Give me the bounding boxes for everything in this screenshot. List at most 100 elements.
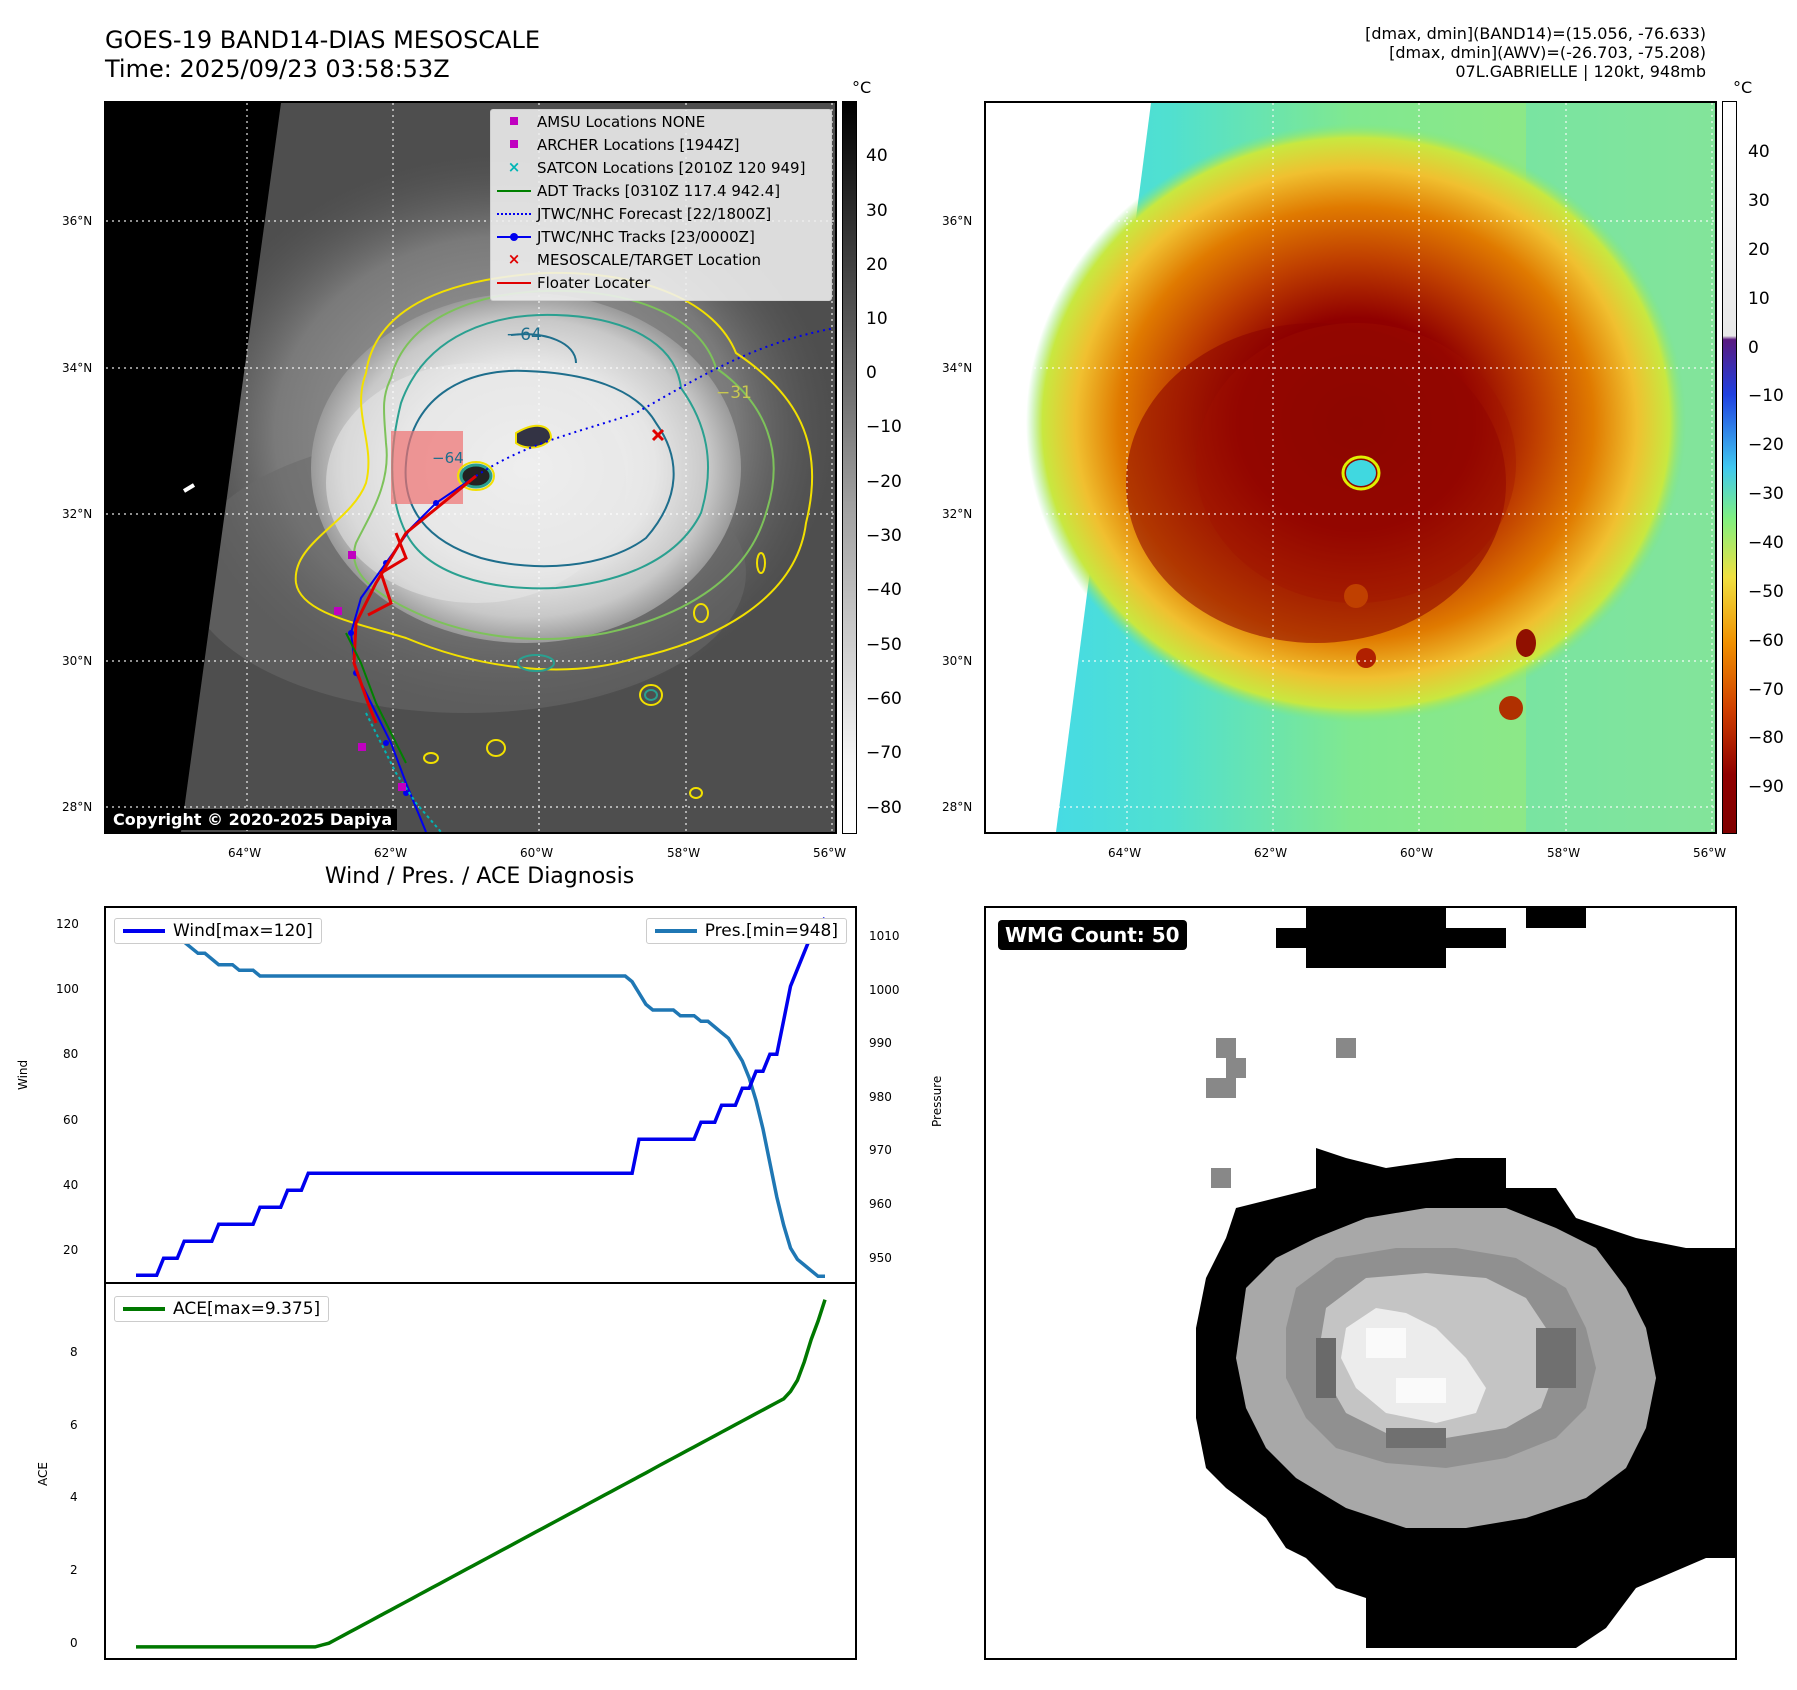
- wind-tick: 40: [63, 1178, 79, 1192]
- line-marker-icon: [491, 179, 537, 202]
- square-marker-icon: [491, 133, 537, 156]
- lon-label-56w: 56°W: [813, 846, 847, 860]
- track-legend: AMSU Locations NONE ARCHER Locations [19…: [490, 109, 832, 301]
- ir-satellite-panel: −64 −31 −64 AMSU Locations NONE ARCHER L…: [104, 101, 837, 834]
- lat-label-28n: 28°N: [62, 800, 93, 814]
- ace-line-icon: [123, 1307, 165, 1311]
- awv-lat-label-34n: 34°N: [942, 361, 973, 375]
- x-marker-icon: ×: [507, 250, 521, 268]
- ir-colorbar-unit: °C: [852, 78, 872, 97]
- ace-axis-label: ACE: [36, 1462, 50, 1486]
- line-marker-icon: [491, 271, 537, 294]
- pres-tick: 990: [869, 1036, 892, 1050]
- pressure-axis-label: Pressure: [930, 1075, 944, 1127]
- awv-cb-tick: −20: [1748, 435, 1784, 455]
- ir-cb-tick: −70: [866, 743, 902, 763]
- ir-cb-tick: −20: [866, 472, 902, 492]
- pres-tick: 950: [869, 1251, 892, 1265]
- x-marker-icon: ×: [507, 158, 521, 176]
- awv-cb-tick: −30: [1748, 484, 1784, 504]
- wmg-count-badge: WMG Count: 50: [998, 920, 1187, 950]
- legend-tracks: JTWC/NHC Tracks [23/0000Z]: [491, 225, 831, 248]
- pres-line-icon: [654, 929, 697, 933]
- pres-tick: 960: [869, 1197, 892, 1211]
- awv-lat-label-30n: 30°N: [942, 654, 973, 668]
- awv-lon-label-56w: 56°W: [1693, 846, 1727, 860]
- lat-label-34n: 34°N: [62, 361, 93, 375]
- ir-cb-tick: 0: [866, 363, 877, 383]
- awv-lat-label-32n: 32°N: [942, 507, 973, 521]
- awv-cb-tick: 40: [1748, 142, 1770, 162]
- awv-cb-tick: −50: [1748, 582, 1784, 602]
- wind-series-line: [136, 916, 827, 1277]
- lon-label-64w: 64°W: [228, 846, 262, 860]
- legend-forecast: JTWC/NHC Forecast [22/1800Z]: [491, 202, 831, 225]
- ace-panel: ACE[max=9.375]: [104, 1282, 857, 1660]
- ace-legend: ACE[max=9.375]: [114, 1296, 330, 1322]
- awv-lat-label-28n: 28°N: [942, 800, 973, 814]
- wind-pres-plot: [136, 916, 827, 1279]
- ir-colorbar: [842, 101, 857, 834]
- line-dot-icon: [491, 225, 537, 248]
- lon-label-58w: 58°W: [667, 846, 701, 860]
- lat-label-30n: 30°N: [62, 654, 93, 668]
- legend-target: × MESOSCALE/TARGET Location: [491, 248, 831, 271]
- lat-label-36n: 36°N: [62, 214, 93, 228]
- legend-floater: Floater Locater: [491, 271, 831, 294]
- wind-tick: 20: [63, 1243, 79, 1257]
- ir-cb-tick: −80: [866, 798, 902, 818]
- ir-cb-tick: 10: [866, 309, 888, 329]
- wind-legend: Wind[max=120]: [114, 918, 322, 944]
- awv-lon-label-60w: 60°W: [1400, 846, 1434, 860]
- wind-axis-label: Wind: [16, 1059, 30, 1090]
- copyright-label: Copyright © 2020-2025 Dapiya: [108, 809, 398, 830]
- awv-cb-tick: −10: [1748, 386, 1784, 406]
- pres-tick: 970: [869, 1143, 892, 1157]
- legend-archer: ARCHER Locations [1944Z]: [491, 133, 831, 156]
- wind-pres-panel: Wind[max=120] Pres.[min=948]: [104, 906, 857, 1284]
- title-product: GOES-19 BAND14-DIAS MESOSCALE: [105, 26, 541, 54]
- ace-tick: 8: [70, 1345, 78, 1359]
- storm-name-intensity: 07L.GABRIELLE | 120kt, 948mb: [1455, 62, 1706, 81]
- ace-plot: [136, 1299, 827, 1649]
- awv-lat-label-36n: 36°N: [942, 214, 973, 228]
- ace-tick: 0: [70, 1636, 78, 1650]
- wmg-image: [986, 908, 1735, 1658]
- legend-satcon: × SATCON Locations [2010Z 120 949]: [491, 156, 831, 179]
- wind-line-icon: [123, 929, 165, 933]
- ir-cb-tick: −40: [866, 580, 902, 600]
- square-marker-icon: [491, 110, 537, 133]
- ace-tick: 6: [70, 1418, 78, 1432]
- legend-adt: ADT Tracks [0310Z 117.4 942.4]: [491, 179, 831, 202]
- diagnosis-title: Wind / Pres. / ACE Diagnosis: [324, 864, 635, 889]
- contour-label-31: −31: [716, 383, 752, 403]
- awv-cb-tick: 10: [1748, 289, 1770, 309]
- ir-cb-tick: −10: [866, 417, 902, 437]
- wind-tick: 80: [63, 1047, 79, 1061]
- awv-lon-label-58w: 58°W: [1547, 846, 1581, 860]
- title-time: Time: 2025/09/23 03:58:53Z: [105, 55, 450, 83]
- wmg-panel: WMG Count: 50: [984, 906, 1737, 1660]
- ir-cb-tick: 30: [866, 201, 888, 221]
- ir-cb-tick: 40: [866, 146, 888, 166]
- awv-cb-tick: −60: [1748, 631, 1784, 651]
- awv-lon-label-64w: 64°W: [1108, 846, 1142, 860]
- pres-tick: 1010: [869, 929, 900, 943]
- main-title: GOES-19 BAND14-DIAS MESOSCALE Time: 2025…: [105, 26, 540, 84]
- awv-cb-tick: 30: [1748, 191, 1770, 211]
- ir-cb-tick: −30: [866, 526, 902, 546]
- storm-info: [dmax, dmin](BAND14)=(15.056, -76.633) […: [1365, 24, 1706, 81]
- band14-range: [dmax, dmin](BAND14)=(15.056, -76.633): [1365, 24, 1706, 43]
- ir-cb-tick: 20: [866, 255, 888, 275]
- awv-range: [dmax, dmin](AWV)=(-26.703, -75.208): [1389, 43, 1706, 62]
- awv-lon-label-62w: 62°W: [1254, 846, 1288, 860]
- awv-colorbar: [1722, 101, 1737, 834]
- lat-label-32n: 32°N: [62, 507, 93, 521]
- pres-tick: 980: [869, 1090, 892, 1104]
- pres-tick: 1000: [869, 983, 900, 997]
- wind-tick: 120: [56, 917, 79, 931]
- ace-tick: 4: [70, 1490, 78, 1504]
- ace-tick: 2: [70, 1563, 78, 1577]
- awv-cb-tick: 20: [1748, 240, 1770, 260]
- ir-cb-tick: −50: [866, 635, 902, 655]
